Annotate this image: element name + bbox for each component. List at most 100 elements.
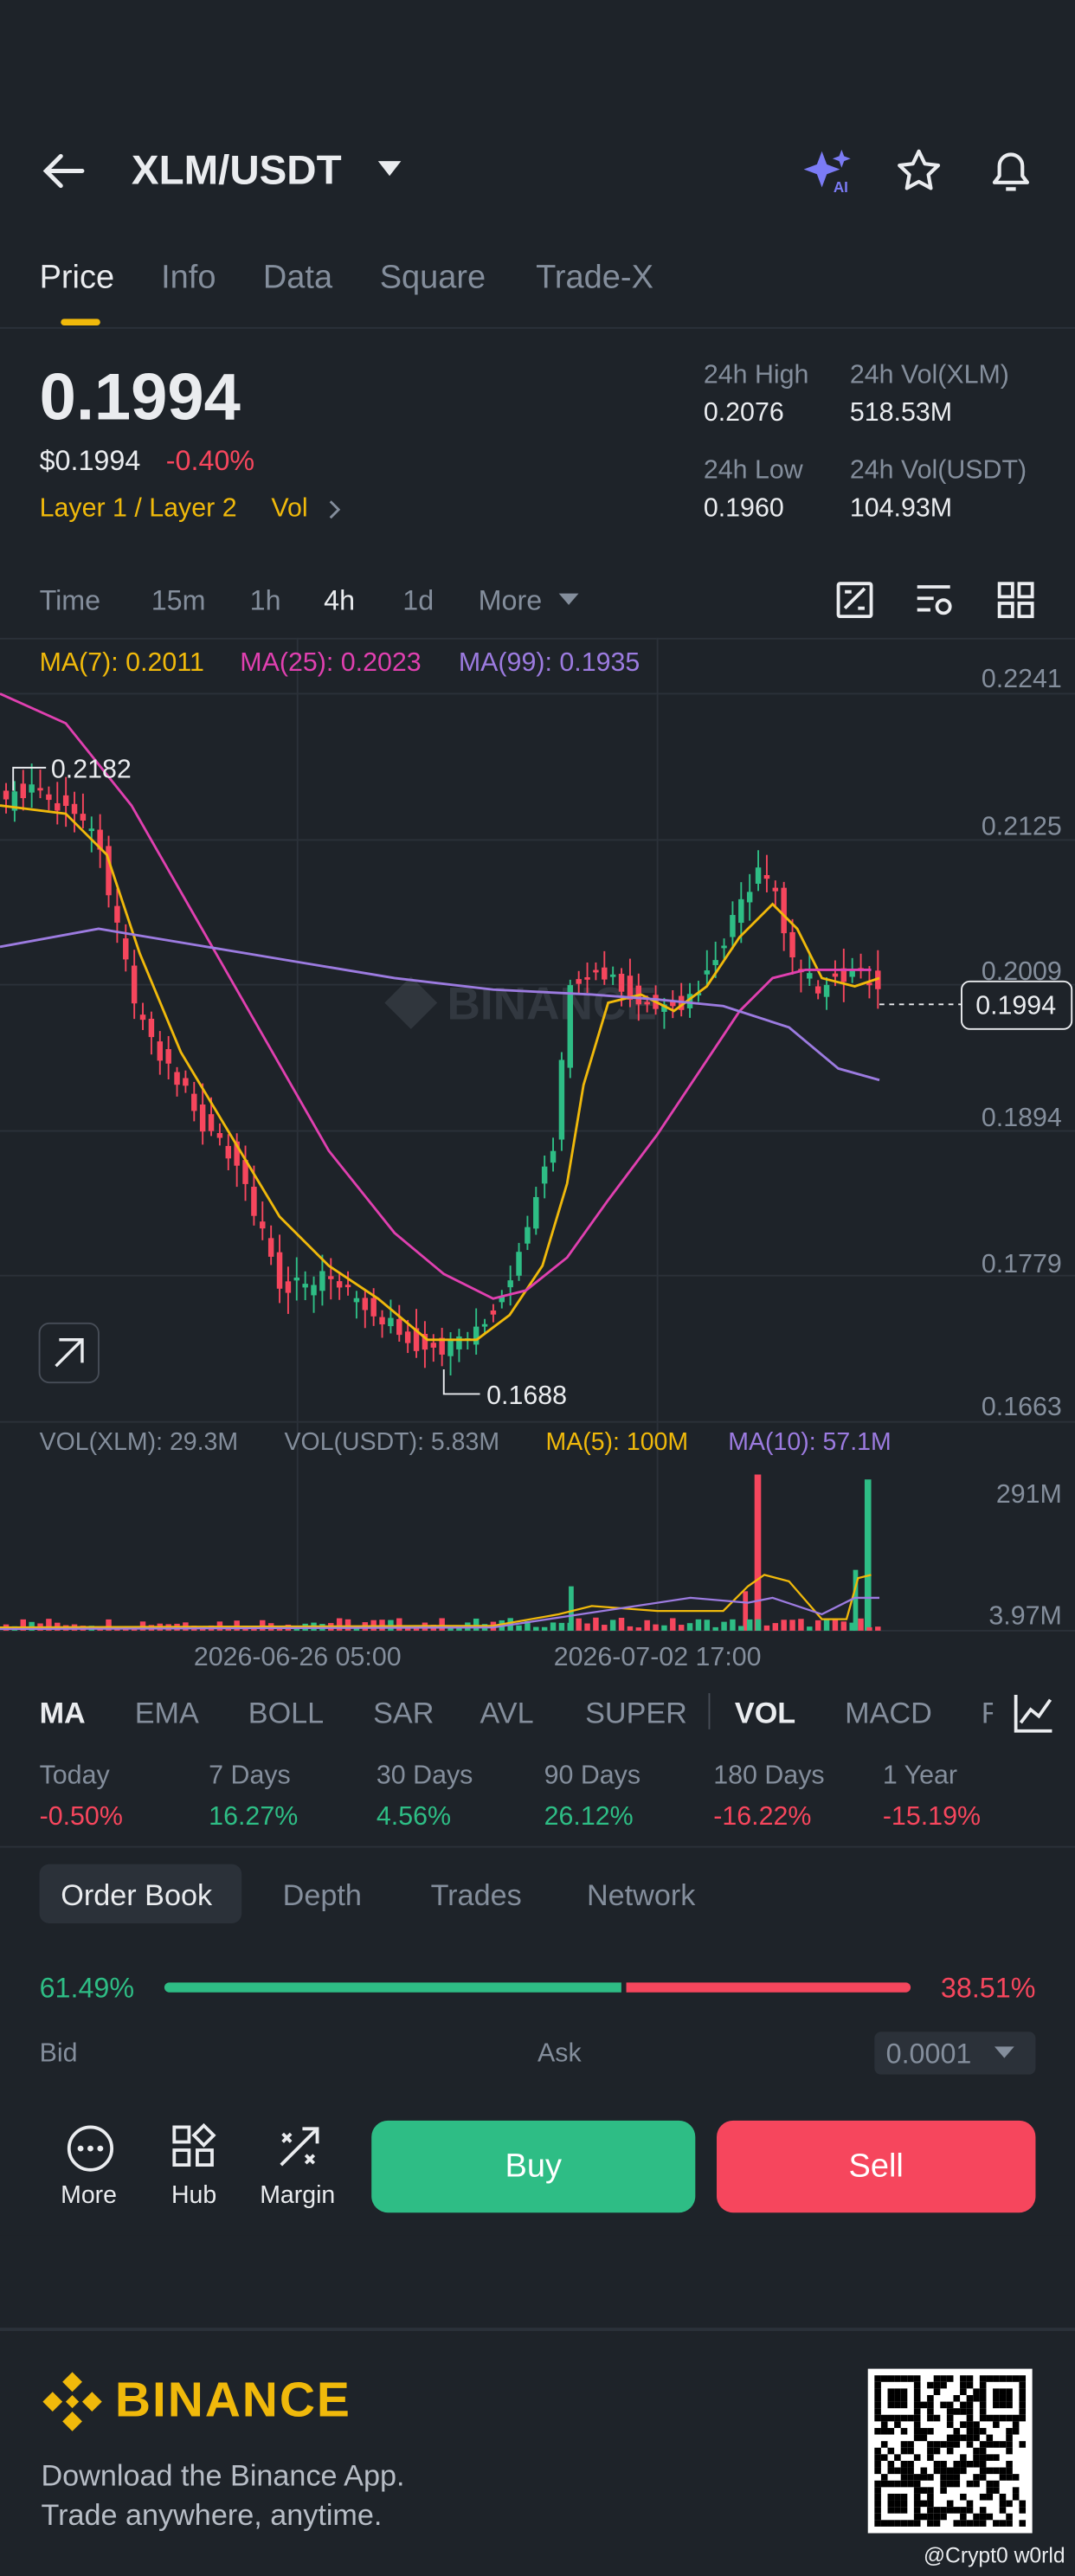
- stat-label: 24h Vol(USDT): [849, 456, 1027, 486]
- divider: [0, 2328, 1075, 2331]
- qr-module: [913, 2493, 921, 2501]
- candle-body: [55, 802, 61, 811]
- qr-module: [1006, 2467, 1013, 2475]
- indicator[interactable]: MACD: [845, 1696, 932, 1729]
- book-tab[interactable]: Network: [586, 1878, 696, 1912]
- candle-body: [251, 1187, 257, 1216]
- current-price-box: [961, 980, 1073, 1030]
- qr-module: [933, 2460, 941, 2468]
- ai-icon[interactable]: AI: [802, 148, 855, 197]
- candle-body: [593, 969, 599, 973]
- perf-label: 1 Year: [882, 1761, 958, 1791]
- qr-module: [973, 2520, 980, 2527]
- qr-module: [907, 2414, 914, 2422]
- qr-module: [927, 2520, 934, 2527]
- qr-module: [940, 2487, 947, 2494]
- qr-module: [993, 2421, 1000, 2428]
- interval[interactable]: Time: [39, 585, 101, 617]
- chart-settings-icon[interactable]: [914, 580, 954, 620]
- candle-body: [276, 1252, 283, 1289]
- qr-module: [933, 2467, 941, 2475]
- interval[interactable]: 1d: [402, 585, 435, 617]
- qr-module: [900, 2394, 908, 2402]
- qr-module: [887, 2520, 895, 2527]
- indicator[interactable]: EMA: [134, 1696, 199, 1729]
- qr-module: [979, 2427, 987, 2435]
- qr-module: [874, 2454, 881, 2461]
- qr-module: [1012, 2375, 1020, 2382]
- pair-title[interactable]: XLM/USDT: [131, 147, 342, 195]
- indicator-settings-icon[interactable]: [1013, 1691, 1055, 1734]
- action-label[interactable]: Hub: [171, 2181, 217, 2210]
- more-icon[interactable]: [66, 2124, 115, 2174]
- qr-module: [966, 2520, 974, 2527]
- indicator[interactable]: SAR: [373, 1696, 435, 1729]
- credit: @Crypt0 w0rld: [923, 2542, 1065, 2568]
- candle-body: [541, 1166, 548, 1184]
- book-tab[interactable]: Order Book: [61, 1878, 213, 1912]
- qr-module: [894, 2520, 901, 2527]
- book-tab[interactable]: Trades: [430, 1878, 522, 1912]
- indicator[interactable]: VOL: [734, 1696, 796, 1729]
- chart-tool-icon[interactable]: [835, 580, 875, 620]
- precision-select[interactable]: [874, 2032, 1036, 2075]
- indicator[interactable]: BOLL: [248, 1696, 325, 1729]
- candle-body: [97, 829, 103, 850]
- qr-module: [946, 2434, 954, 2442]
- volume-bar: [550, 1622, 557, 1631]
- candle-body: [712, 960, 718, 965]
- volume-bar: [567, 1622, 574, 1631]
- candle-body: [183, 1078, 189, 1086]
- action-label[interactable]: More: [61, 2181, 118, 2210]
- indicator[interactable]: MA: [39, 1696, 86, 1729]
- sell-button[interactable]: Sell: [717, 2120, 1036, 2213]
- tab[interactable]: Data: [262, 260, 333, 296]
- star-icon[interactable]: [896, 148, 942, 194]
- precision[interactable]: 0.0001: [885, 2038, 972, 2070]
- buy-button[interactable]: Buy: [371, 2120, 696, 2213]
- indicator[interactable]: SUPER: [585, 1696, 687, 1729]
- qr-module: [986, 2513, 994, 2521]
- qr-module: [940, 2401, 947, 2409]
- caret[interactable]: [377, 161, 402, 177]
- qr-module: [874, 2401, 881, 2409]
- interval[interactable]: 1h: [249, 585, 281, 617]
- qr-module: [973, 2474, 980, 2481]
- interval[interactable]: 4h: [324, 585, 356, 617]
- qr-module: [993, 2480, 1000, 2488]
- margin-icon[interactable]: [276, 2124, 322, 2170]
- perf-label: 90 Days: [544, 1761, 641, 1791]
- qr-module: [966, 2480, 974, 2488]
- volume-bar: [635, 1627, 642, 1631]
- indicator[interactable]: RSI: [982, 1698, 993, 1728]
- tab[interactable]: Trade-X: [536, 260, 653, 296]
- qr-module: [960, 2507, 967, 2514]
- qr-module: [993, 2467, 1000, 2475]
- price-axis-label: 0.2009: [982, 956, 1062, 986]
- book-tab[interactable]: Depth: [282, 1878, 362, 1912]
- qr-module: [894, 2388, 901, 2395]
- indicator[interactable]: AVL: [480, 1696, 534, 1729]
- category-tag[interactable]: Layer 1 / Layer 2: [39, 494, 237, 523]
- candle-body: [157, 1041, 164, 1061]
- tab[interactable]: Square: [379, 260, 486, 296]
- qr-module: [900, 2388, 908, 2395]
- qr-module: [900, 2441, 908, 2448]
- qr-module: [1019, 2375, 1027, 2382]
- action-label[interactable]: Margin: [260, 2181, 336, 2210]
- tab[interactable]: Info: [161, 260, 216, 296]
- interval[interactable]: 15m: [151, 585, 206, 617]
- qr-code[interactable]: [867, 2368, 1033, 2534]
- hub-icon[interactable]: [171, 2122, 217, 2170]
- interval[interactable]: More: [478, 585, 543, 617]
- qr-module: [913, 2408, 921, 2415]
- category-tag[interactable]: Vol: [271, 494, 308, 523]
- qr-module: [940, 2474, 947, 2481]
- tab[interactable]: Price: [39, 260, 115, 296]
- layout-icon[interactable]: [996, 580, 1036, 620]
- back-icon[interactable]: [40, 151, 89, 191]
- qr-module: [887, 2507, 895, 2514]
- qr-module: [927, 2493, 934, 2501]
- bell-icon[interactable]: [988, 146, 1033, 196]
- ask-bar: [626, 1982, 911, 1993]
